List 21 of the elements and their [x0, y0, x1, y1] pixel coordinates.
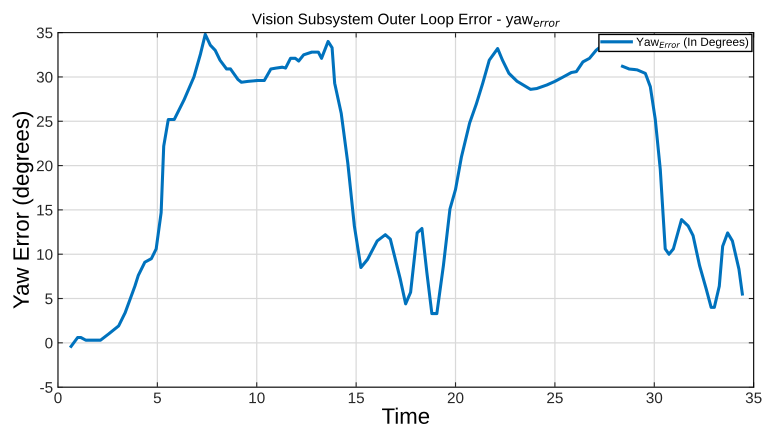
y-tick-label: 10 [37, 249, 53, 260]
x-tick-label: 30 [646, 392, 662, 404]
y-tick-label: 25 [36, 116, 52, 127]
x-tick-label: 20 [448, 392, 464, 404]
y-tick-label: 20 [36, 160, 53, 172]
x-tick-label: 0 [54, 392, 62, 404]
x-tick-label: 10 [249, 392, 265, 404]
y-tick-label: 0 [45, 338, 53, 349]
x-axis-title: Time [382, 408, 430, 424]
y-axis-title: Yaw Error (degrees) [12, 112, 34, 309]
x-tick-label: 15 [348, 392, 364, 404]
x-tick-label: 35 [746, 392, 762, 404]
x-tick-label: 25 [547, 392, 563, 404]
y-tick-label: -5 [40, 382, 52, 393]
y-tick-label: 30 [36, 72, 53, 83]
chart-title: Vision Subsystem Outer Loop Error - yaw$_{error}$ [252, 13, 560, 28]
x-tick-label: 5 [154, 392, 161, 404]
legend-label: Yaw$_{Error}$ (In Degrees) [636, 37, 748, 48]
y-tick-label: 5 [45, 294, 52, 304]
y-tick-label: 15 [37, 204, 52, 216]
y-tick-label: 35 [36, 27, 52, 38]
